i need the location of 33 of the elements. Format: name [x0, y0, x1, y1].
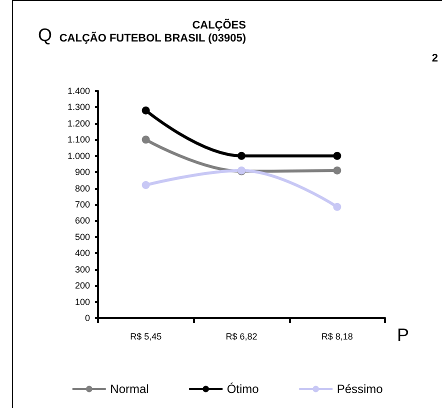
y-tick-label: 400	[74, 248, 90, 258]
point	[333, 152, 342, 160]
chart-title: CALÇÕES	[192, 18, 246, 32]
point	[333, 202, 342, 211]
point	[238, 152, 246, 160]
x-tick-label: R$ 8,18	[321, 332, 353, 342]
y-tick-label: 300	[74, 264, 90, 274]
point	[142, 136, 150, 144]
y-tick-label: 1.100	[67, 134, 90, 145]
legend-label: Normal	[110, 382, 149, 396]
text: 2	[432, 52, 438, 64]
y-axis-title: Q	[38, 25, 52, 45]
y-tick-label: 1.300	[67, 102, 90, 112]
legend-label: Péssimo	[336, 382, 384, 396]
y-tick-label: 100	[74, 296, 90, 307]
y-tick-label: 200	[74, 280, 90, 291]
y-tick-label: 1.000	[67, 150, 90, 161]
x-tick-label: R$ 6,82	[226, 332, 258, 342]
y-tick-label: 900	[74, 167, 90, 178]
x-axis-title: P	[397, 325, 410, 345]
y-tick-label: 1.200	[67, 118, 90, 128]
point	[142, 106, 150, 114]
x-tick-label: R$ 5,45	[130, 332, 162, 342]
y-tick-label: 800	[74, 183, 90, 194]
y-tick-label: 500	[74, 232, 90, 242]
y-tick-label: 600	[74, 216, 90, 226]
legend-label: Ótimo	[226, 382, 260, 396]
chart-subtitle: CALÇÃO FUTEBOL BRASIL (03905)	[59, 32, 246, 44]
y-tick-label: 1.400	[67, 86, 90, 96]
point	[333, 166, 342, 174]
y-tick-label: 700	[74, 200, 90, 210]
y-tick-label: 0	[84, 313, 90, 323]
point	[142, 181, 150, 190]
